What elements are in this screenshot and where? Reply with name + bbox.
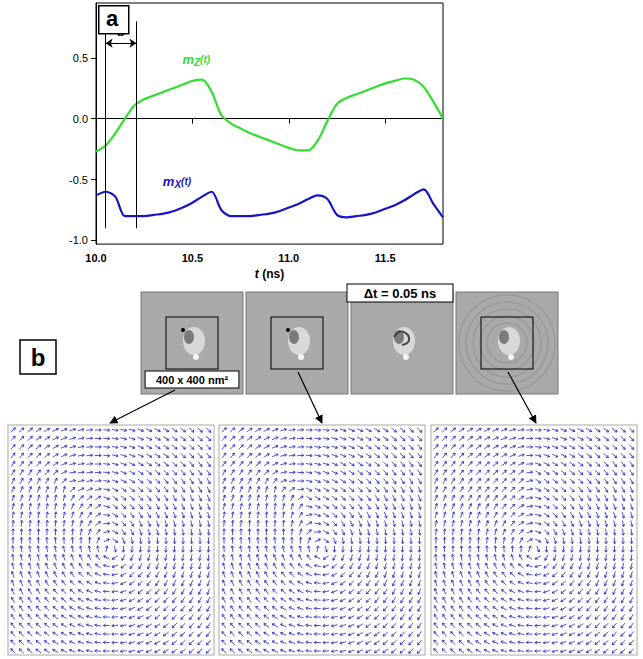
svg-text:a: a [106,6,119,31]
svg-text:Δt = 0.05 ns: Δt = 0.05 ns [364,286,437,301]
svg-text:(ns): (ns) [259,267,284,281]
svg-text:Z: Z [194,56,201,68]
svg-text:t: t [254,267,259,281]
svg-text:400 x 400 nm²: 400 x 400 nm² [156,374,228,386]
svg-text:10.0: 10.0 [85,252,106,264]
svg-text:m: m [163,174,175,189]
svg-text:0.5: 0.5 [73,52,88,64]
svg-text:11.0: 11.0 [278,252,299,264]
svg-text:m: m [182,52,194,67]
svg-text:11.5: 11.5 [375,252,396,264]
svg-text:0.0: 0.0 [73,113,88,125]
svg-text:-1.0: -1.0 [69,234,88,246]
svg-text:(t): (t) [181,176,192,187]
svg-text:b: b [31,344,46,371]
svg-text:-0.5: -0.5 [69,174,88,186]
svg-text:10.5: 10.5 [182,252,203,264]
svg-text:X: X [174,178,182,190]
svg-text:(t): (t) [200,54,211,65]
